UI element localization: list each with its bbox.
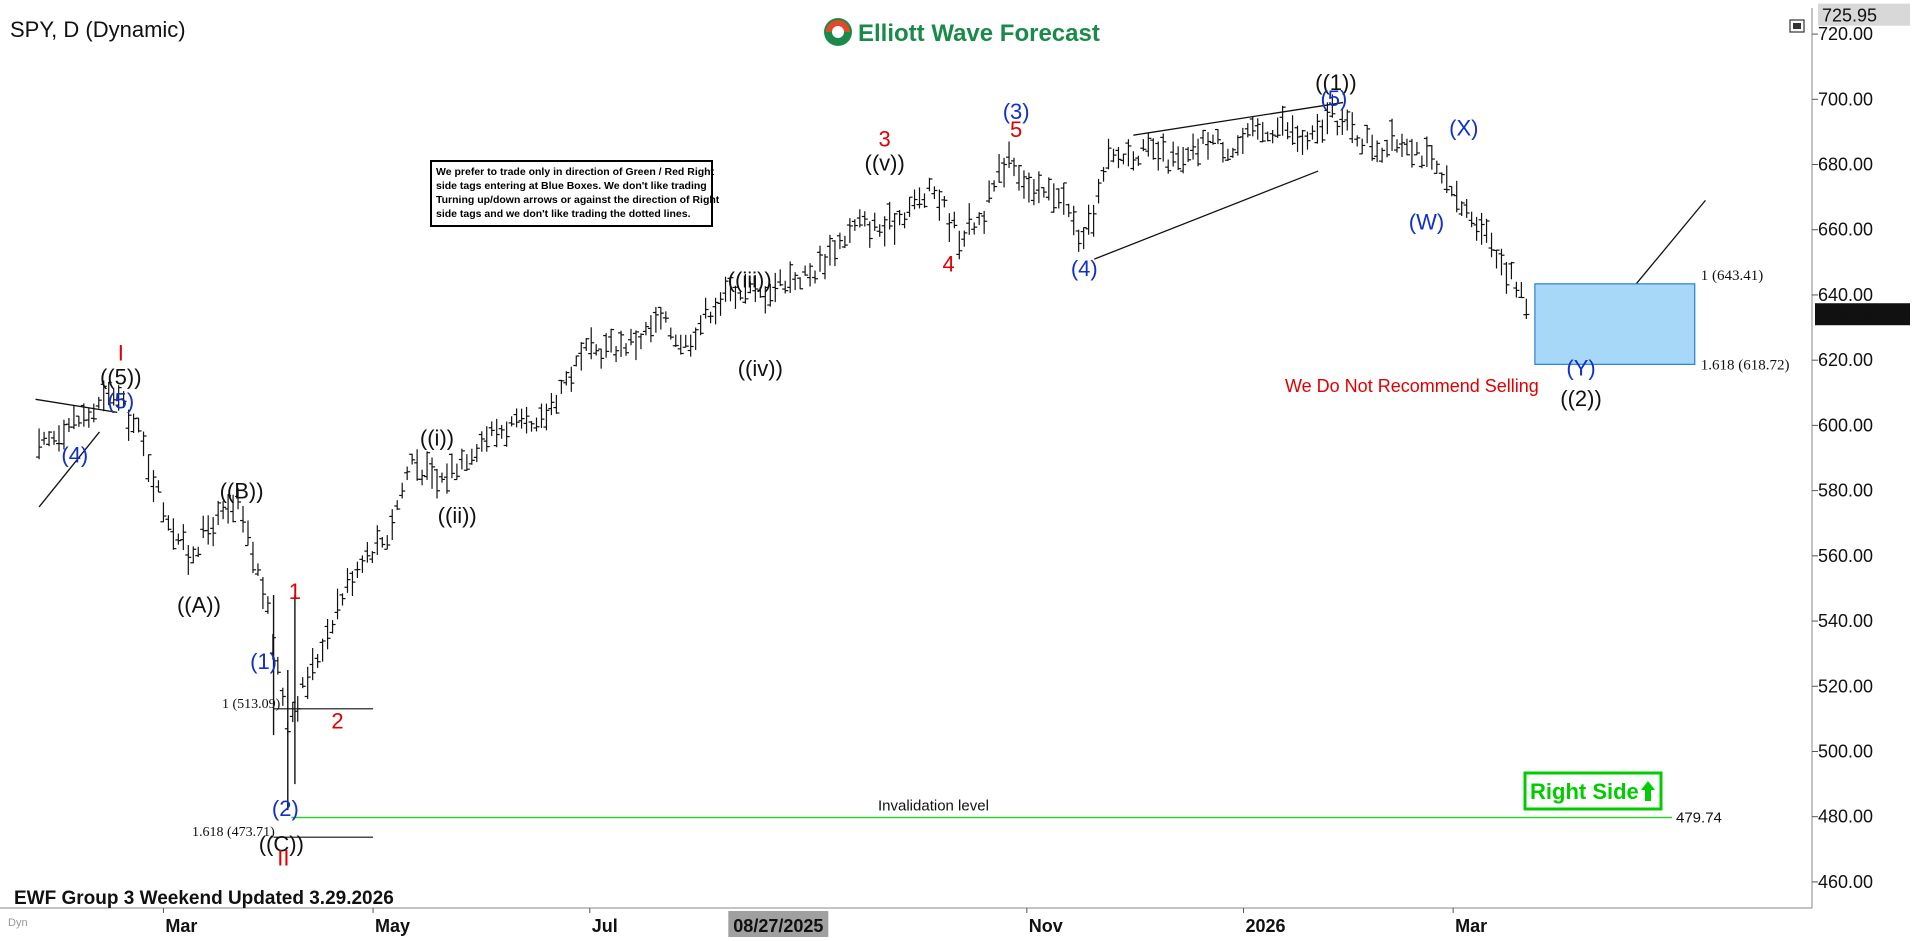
diagonal-lower-line <box>1094 170 1319 260</box>
x-highlight-box <box>728 911 829 937</box>
y-tick-label: 620.00 <box>1818 350 1873 370</box>
y-tick-label: 700.00 <box>1818 89 1873 109</box>
wave-label: (5) <box>107 388 134 413</box>
y-tick-label: 580.00 <box>1818 481 1873 501</box>
y-tick-label: 460.00 <box>1818 872 1873 892</box>
right-side-tag: Right Side <box>1523 771 1663 811</box>
wave-label: 2 <box>331 708 343 733</box>
wave-label: (X) <box>1449 115 1478 140</box>
time-axis: Mar May Jul Nov 2026 Mar 08/27/2025 <box>162 908 1487 937</box>
y-tick-label: 600.00 <box>1818 415 1873 435</box>
x-tick-label: Mar <box>165 916 197 936</box>
wave-label: ((v)) <box>865 151 905 176</box>
wave-label: (4) <box>1071 256 1098 281</box>
wave-label: 4 <box>943 251 955 276</box>
watermark: Dyn <box>8 917 28 929</box>
wave-label: (1) <box>250 649 277 674</box>
x-tick-label: May <box>375 916 410 936</box>
logo: Elliott Wave Forecast <box>824 18 1100 47</box>
price-bars <box>36 94 1530 811</box>
wave-label: ((C)) <box>259 832 304 857</box>
y-tick-label: 500.00 <box>1818 741 1873 761</box>
wave-labels: I((5))(5)(4)((B))((A))1(1)2(2)((C))II((i… <box>61 70 1601 871</box>
y-tick-label: 660.00 <box>1818 220 1873 240</box>
wave-label: (Y) <box>1566 356 1595 381</box>
right-side-label: Right Side <box>1530 779 1639 804</box>
wave-label: I <box>118 340 124 365</box>
top-price-label: 725.95 <box>1822 6 1877 26</box>
arrow-up-icon <box>1641 781 1655 801</box>
y-tick-label: 480.00 <box>1818 807 1873 827</box>
blue-box <box>1534 283 1696 365</box>
wave-label: ((1)) <box>1315 70 1357 95</box>
chart-title: SPY, D (Dynamic) <box>10 17 186 42</box>
fib-box-top-label: 1 (643.41) <box>1701 268 1764 284</box>
x-tick-label: 2026 <box>1246 916 1286 936</box>
wave-label: ((5)) <box>100 364 142 389</box>
notice-line-2: side tags entering at Blue Boxes. We don… <box>436 180 707 192</box>
y-tick-label: 520.00 <box>1818 676 1873 696</box>
wave-label: (W) <box>1409 210 1444 235</box>
wave-label: ((A)) <box>177 592 221 617</box>
notice-frame <box>430 160 713 227</box>
invalidation-label: Invalidation level <box>878 798 989 815</box>
y-tick-label: 540.00 <box>1818 611 1873 631</box>
price-axis: 460.00 480.00 500.00 520.00 540.00 560.00 580.… <box>1812 3 1910 892</box>
x-tick-label: Jul <box>592 916 618 936</box>
wave-label: ((B)) <box>220 478 264 503</box>
fib-low-1-label: 1 (513.09) <box>222 697 281 712</box>
diagonal-upper-line <box>1133 101 1344 136</box>
last-price-tag <box>1815 303 1910 326</box>
x-tick-label: Nov <box>1029 916 1063 936</box>
triangle-lower-line <box>38 431 100 508</box>
notice-line-1: We prefer to trade only in direction of … <box>436 166 715 178</box>
wave-label: (4) <box>61 442 88 467</box>
fib-low-2-label: 1.618 (473.71) <box>192 825 275 840</box>
y-tick-label: 640.00 <box>1818 285 1873 305</box>
wave-label: ((i)) <box>420 425 454 450</box>
fib-levels: 1 (643.41) 1.618 (618.72) 1 (513.09) 1.618 … <box>192 268 1790 840</box>
x-highlight-label: 08/27/2025 <box>733 916 823 936</box>
logo-text: Elliott Wave Forecast <box>858 20 1100 47</box>
no-sell-note: We Do Not Recommend Selling <box>1285 376 1539 396</box>
y-tick-label: 680.00 <box>1818 155 1873 175</box>
notice-box: We prefer to trade only in direction of … <box>430 160 720 227</box>
wave-label: (2) <box>272 796 299 821</box>
window-icon-inner <box>1793 23 1801 29</box>
triangle-upper-line <box>35 398 118 413</box>
y-tick-label: 560.00 <box>1818 546 1873 566</box>
last-price-label: 634.09 <box>1822 305 1877 325</box>
y-tick-label: 720.00 <box>1818 24 1873 44</box>
footer-update: EWF Group 3 Weekend Updated 3.29.2026 <box>14 888 394 909</box>
wave-label: ((iv)) <box>738 356 783 381</box>
invalidation-value: 479.74 <box>1676 810 1722 827</box>
top-price-tag <box>1818 3 1910 26</box>
logo-icon-center <box>832 26 844 38</box>
right-side-frame <box>1523 771 1663 811</box>
notice-line-3: Turning up/down arrows or against the di… <box>436 194 720 206</box>
wave-label: II <box>277 846 289 871</box>
wave-label: 5 <box>1010 117 1022 142</box>
wave-label: ((2)) <box>1560 386 1602 411</box>
wave-label: ((ii)) <box>438 503 477 528</box>
notice-line-4: side tags and we don't like trading the … <box>436 208 691 220</box>
wave-label: 3 <box>879 127 891 152</box>
wave-label: ((iii)) <box>728 267 772 292</box>
wave-label: (3) <box>1003 99 1030 124</box>
fib-box-bottom-label: 1.618 (618.72) <box>1701 357 1790 373</box>
x-tick-label: Mar <box>1455 916 1487 936</box>
wave-label: (5) <box>1320 86 1347 111</box>
wave-label: 1 <box>289 579 301 604</box>
